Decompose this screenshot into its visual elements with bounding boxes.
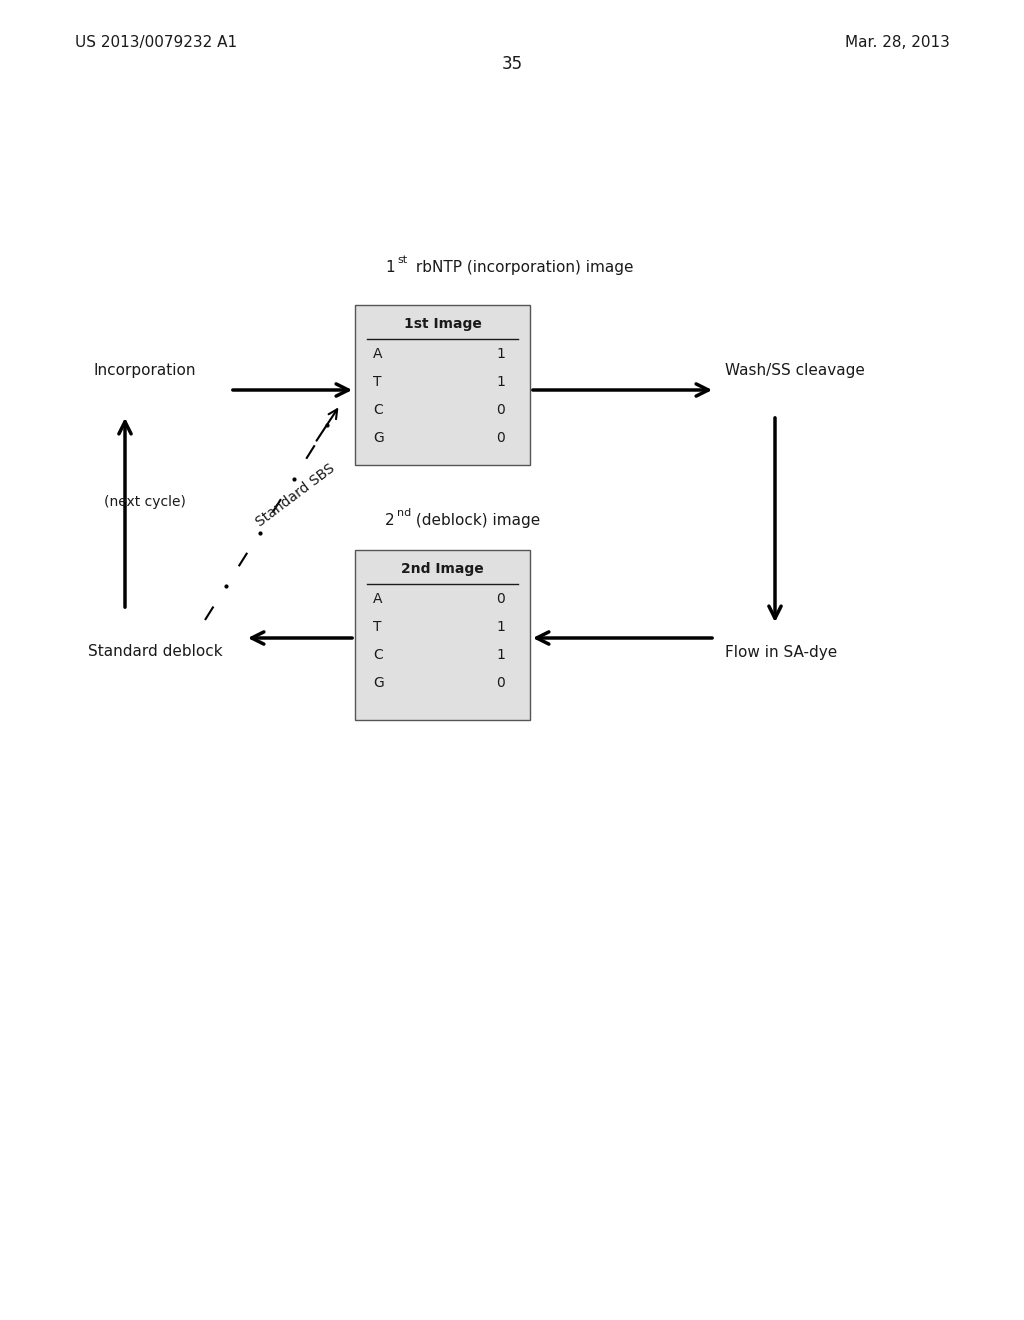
Text: 2nd Image: 2nd Image bbox=[401, 562, 484, 576]
Text: (next cycle): (next cycle) bbox=[104, 495, 186, 510]
Text: 0: 0 bbox=[497, 403, 505, 417]
Text: C: C bbox=[373, 648, 383, 663]
Text: Incorporation: Incorporation bbox=[94, 363, 197, 378]
Text: A: A bbox=[373, 347, 383, 360]
Text: 2: 2 bbox=[385, 513, 394, 528]
Text: 0: 0 bbox=[497, 591, 505, 606]
Text: T: T bbox=[373, 620, 382, 634]
Text: C: C bbox=[373, 403, 383, 417]
Bar bbox=[355, 550, 530, 719]
Text: Wash/SS cleavage: Wash/SS cleavage bbox=[725, 363, 865, 378]
Text: rbNTP (incorporation) image: rbNTP (incorporation) image bbox=[411, 260, 634, 275]
Bar bbox=[355, 305, 530, 465]
Text: Standard deblock: Standard deblock bbox=[88, 644, 222, 660]
Text: nd: nd bbox=[397, 508, 412, 517]
Text: 1st Image: 1st Image bbox=[403, 317, 481, 331]
Text: G: G bbox=[373, 676, 384, 690]
Text: 1: 1 bbox=[496, 347, 505, 360]
Text: T: T bbox=[373, 375, 382, 389]
Text: G: G bbox=[373, 432, 384, 445]
Text: 1: 1 bbox=[496, 648, 505, 663]
Text: 1: 1 bbox=[385, 260, 394, 275]
Text: Flow in SA-dye: Flow in SA-dye bbox=[725, 644, 838, 660]
Text: US 2013/0079232 A1: US 2013/0079232 A1 bbox=[75, 36, 238, 50]
Text: 0: 0 bbox=[497, 432, 505, 445]
Text: 1: 1 bbox=[496, 375, 505, 389]
Text: (deblock) image: (deblock) image bbox=[411, 513, 541, 528]
Text: A: A bbox=[373, 591, 383, 606]
Text: 1: 1 bbox=[496, 620, 505, 634]
Text: 0: 0 bbox=[497, 676, 505, 690]
Text: Standard SBS: Standard SBS bbox=[253, 461, 337, 529]
Text: Mar. 28, 2013: Mar. 28, 2013 bbox=[845, 36, 950, 50]
Text: 35: 35 bbox=[502, 55, 522, 73]
Text: st: st bbox=[397, 255, 408, 265]
